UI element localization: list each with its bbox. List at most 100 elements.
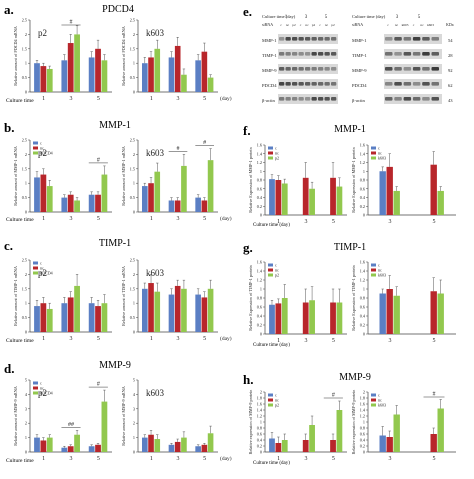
y-tick-label: 2 (133, 421, 135, 426)
blot-band (385, 97, 393, 101)
bar (201, 444, 208, 452)
y-tick-label: 1.5 (130, 46, 135, 51)
bar (181, 288, 187, 332)
bar (393, 414, 400, 452)
bar (148, 434, 154, 452)
blot-band (298, 82, 304, 86)
blot-band (331, 97, 337, 101)
panel-d-title: MMP-9 (99, 360, 131, 371)
blot-band (279, 67, 285, 71)
series-label: k603 (146, 388, 165, 398)
y-tick-label: 0 (133, 330, 135, 335)
y-tick-label: 2.5 (22, 138, 27, 143)
panel-a-letter: a. (4, 2, 14, 17)
blot-band (311, 67, 317, 71)
y-tick-label: 0 (363, 450, 365, 455)
y-tick-label: 1.5 (130, 286, 135, 291)
blot-band (324, 67, 330, 71)
legend-swatch (268, 146, 273, 150)
bar (88, 194, 95, 212)
y-tick-label: 1.2 (257, 278, 262, 283)
y-tick-label: 1 (133, 301, 135, 306)
series-label: p2 (38, 148, 47, 158)
blot-band (385, 82, 393, 86)
bar (269, 304, 275, 334)
bar (269, 179, 275, 215)
panel-c-letter: c. (4, 238, 13, 253)
legend-entry: p2 (275, 403, 279, 408)
bar (379, 293, 386, 334)
x-tick-label: 3 (177, 96, 180, 102)
x-tick-label: 5 (203, 336, 206, 342)
legend-swatch (371, 398, 376, 402)
blot-band (292, 67, 298, 71)
bar (302, 302, 309, 334)
y-axis-label: Relative Expression of MMP-1 protein (248, 146, 253, 212)
chart-h-k603: 00.20.40.60.811.21.41.61.82 Relative expr… (351, 389, 456, 462)
chart-c-k603: 0 0.5 1 1.5 2 2.5 Relative amount of TIMP-1 mR… (121, 258, 232, 343)
legend-swatch (33, 141, 38, 145)
blot-band (305, 37, 311, 41)
y-tick-label: 0.4 (257, 195, 263, 200)
blot-band (331, 37, 337, 41)
y-tick-label: 2.5 (130, 138, 135, 143)
x-tick-label: 5 (97, 336, 100, 342)
legend-swatch (371, 393, 376, 397)
bar (281, 298, 288, 334)
legend-entry: PDCD4 (40, 391, 53, 396)
legend-entry: nc (378, 151, 382, 156)
bar (174, 285, 181, 332)
x-tick-label: 1 (150, 336, 153, 342)
legend-swatch (268, 393, 273, 397)
chart-b-k603: 0 0.5 1 1.5 2 2.5 Relative amount of MMP-1 mRN… (121, 138, 232, 223)
y-tick-label: 0.4 (360, 314, 366, 319)
legend-entry: nc (40, 146, 44, 151)
blot-kda-value: 92 (448, 68, 453, 73)
panel-b-xlabel: Culture time (6, 217, 34, 223)
legend-entry: c (275, 393, 277, 398)
y-tick-label: 4 (133, 392, 136, 397)
x-tick-label: 1 (42, 456, 45, 462)
y-tick-label: 1.5 (130, 166, 135, 171)
legend-entry: c (378, 263, 380, 268)
bar (174, 200, 181, 212)
blot-lane-label: c (280, 23, 282, 27)
y-tick-label: 1 (133, 435, 135, 440)
blot-band (279, 82, 285, 86)
blot-lane-label: k603 (427, 23, 434, 27)
blot-band (412, 97, 421, 101)
panel-b-title: MMP-1 (99, 120, 131, 131)
blot-kda-header: KDa (446, 22, 454, 27)
bar (142, 437, 148, 452)
x-tick-label: 5 (97, 216, 100, 222)
blot-header: Culture time (day) (262, 14, 296, 19)
blot-row-label: β-actin (352, 98, 365, 103)
bar (46, 68, 53, 92)
bar (275, 443, 282, 452)
blot-band (292, 82, 298, 86)
bar (269, 438, 275, 452)
x-tick-label: 5 (332, 456, 335, 462)
legend-swatch (268, 403, 273, 407)
y-tick-label: 2.5 (130, 258, 135, 263)
blot-kda-value: 62 (448, 83, 453, 88)
legend-swatch (371, 273, 376, 277)
y-tick-label: 1 (25, 301, 27, 306)
series-label: k603 (146, 148, 165, 158)
y-axis-label: Relative expression of MMP-9 protein (351, 389, 356, 455)
y-axis-label: Relative expression of MMP-9 protein (248, 389, 253, 455)
x-unit-label: (day) (220, 455, 232, 462)
y-tick-label: 2 (133, 272, 135, 277)
legend-swatch (268, 273, 273, 277)
y-tick-label: 0.5 (22, 315, 27, 320)
significance-mark: # (70, 20, 73, 26)
x-tick-label: 3 (389, 456, 392, 462)
legend-entry: nc (378, 268, 382, 273)
legend-swatch (371, 263, 376, 267)
y-tick-label: 0.4 (360, 438, 366, 443)
bar (67, 297, 74, 332)
bar (46, 437, 53, 452)
bar (61, 197, 68, 212)
blot-lane-label: nc (325, 23, 329, 27)
significance-mark: # (203, 140, 206, 146)
